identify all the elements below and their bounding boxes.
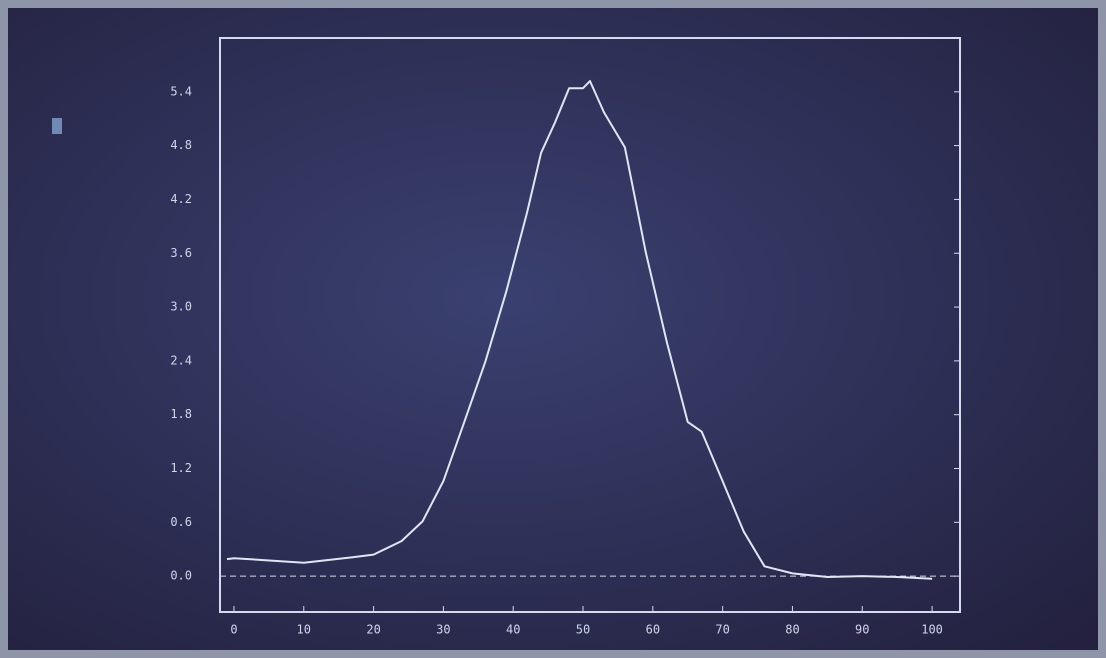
x-tick-label: 20 [366,623,380,637]
y-tick-label: 4.8 [170,138,192,152]
y-tick-label: 1.8 [170,407,192,421]
x-tick-label: 50 [576,623,590,637]
x-tick-label: 60 [646,623,660,637]
y-tick-label: 0.0 [170,569,192,583]
x-tick-label: 100 [921,623,943,637]
monitor-screen [8,8,1098,650]
plot-frame [219,37,961,613]
y-tick-label: 3.6 [170,246,192,260]
x-tick-label: 10 [297,623,311,637]
x-tick-label: 90 [855,623,869,637]
y-tick-label: 1.2 [170,461,192,475]
x-tick-label: 80 [785,623,799,637]
y-tick-label: 0.6 [170,515,192,529]
y-tick-label: 3.0 [170,300,192,314]
data-line [226,80,933,580]
x-tick-label: 70 [715,623,729,637]
y-tick-label: 4.2 [170,192,192,206]
y-tick-label: 2.4 [170,353,192,367]
y-tick-label: 5.4 [170,84,192,98]
x-tick-label: 40 [506,623,520,637]
x-tick-label: 30 [436,623,450,637]
indicator [52,118,62,134]
x-tick-label: 0 [230,623,237,637]
